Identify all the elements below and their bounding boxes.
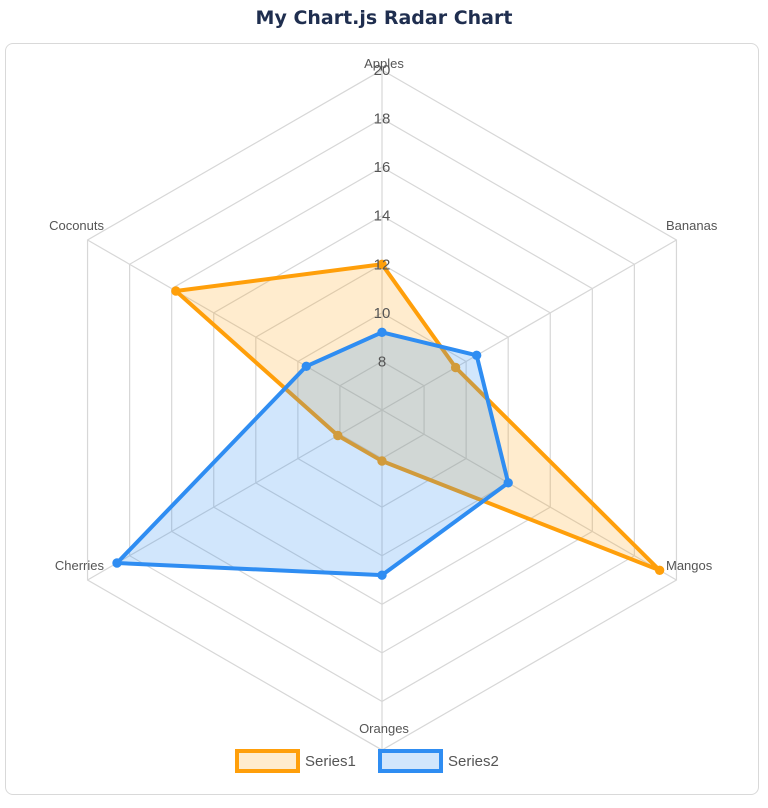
legend-label: Series2 <box>448 753 499 770</box>
series-1-point[interactable] <box>450 362 461 373</box>
axis-labels: Apples Bananas Mangos Oranges Cherries Coconu… <box>49 56 718 736</box>
chart-title: My Chart.js Radar Chart <box>255 7 513 29</box>
series-2-point[interactable] <box>503 478 513 488</box>
legend-item-series-2[interactable]: Series2 <box>378 749 499 773</box>
legend-swatch <box>235 749 300 773</box>
series-1-point[interactable] <box>654 565 665 575</box>
tick-label: 12 <box>374 256 391 273</box>
radar-spoke <box>381 239 677 411</box>
series-1-point[interactable] <box>333 430 343 441</box>
radial-tick-labels: 8 10 12 14 16 18 20 <box>374 62 391 370</box>
series-2-point[interactable] <box>471 350 482 361</box>
axis-label-mangos: Mangos <box>666 558 713 573</box>
radar-spoke <box>87 409 383 581</box>
series-1-point[interactable] <box>171 286 181 296</box>
axis-label-oranges: Oranges <box>359 721 409 736</box>
tick-label: 10 <box>374 305 391 322</box>
series-2-point[interactable] <box>377 327 387 337</box>
series-1-point[interactable] <box>377 259 387 269</box>
series-1-point[interactable] <box>377 456 387 466</box>
series-2-area <box>114 330 511 578</box>
tick-label: 18 <box>374 111 391 128</box>
tick-label: 8 <box>378 353 386 370</box>
series-2-point[interactable] <box>377 570 387 580</box>
axis-label-coconuts: Coconuts <box>49 218 104 233</box>
series-2-point[interactable] <box>112 558 122 568</box>
series-2-point[interactable] <box>301 361 311 371</box>
tick-label: 14 <box>374 208 391 225</box>
tick-label: 16 <box>374 159 391 176</box>
chart-legend: Series1 Series2 <box>235 749 499 773</box>
axis-label-apples: Apples <box>364 56 404 71</box>
radar-spoke <box>381 409 677 581</box>
legend-item-series-1[interactable]: Series1 <box>235 749 356 773</box>
axis-label-cherries: Cherries <box>55 558 105 573</box>
legend-label: Series1 <box>305 753 356 770</box>
axis-label-bananas: Bananas <box>666 218 718 233</box>
tick-label: 20 <box>374 62 391 79</box>
radar-spoke <box>87 239 383 411</box>
radar-data-layer <box>112 259 665 580</box>
legend-swatch <box>378 749 443 773</box>
